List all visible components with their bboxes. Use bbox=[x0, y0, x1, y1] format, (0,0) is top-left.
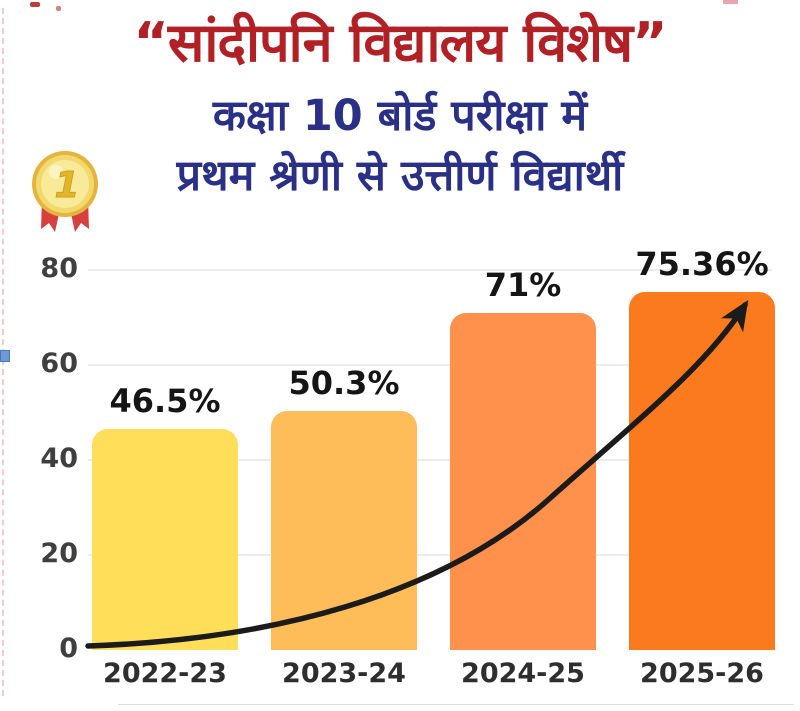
x-axis-label-2022-23: 2022-23 bbox=[103, 658, 227, 689]
left-edge-blue-handle bbox=[0, 350, 10, 362]
value-label-2025-26: 75.36% bbox=[635, 245, 769, 284]
bottom-divider-line bbox=[118, 704, 794, 705]
gold-medal-icon: 1 bbox=[32, 151, 98, 232]
y-axis-tick-40: 40 bbox=[40, 443, 78, 474]
value-label-2024-25: 71% bbox=[484, 265, 562, 304]
bar-2025-26 bbox=[629, 292, 775, 650]
y-axis-tick-60: 60 bbox=[40, 348, 78, 379]
top-edge-pink-mark bbox=[723, 0, 738, 4]
bar-2022-23 bbox=[92, 429, 238, 650]
value-label-2022-23: 46.5% bbox=[109, 382, 221, 421]
top-edge-red-dot bbox=[56, 6, 61, 11]
page-title: “सांदीपनि विद्यालय विशेष” bbox=[133, 11, 667, 74]
y-axis-tick-0: 0 bbox=[59, 633, 78, 664]
top-edge-red-mark bbox=[30, 2, 40, 7]
x-axis-label-2023-24: 2023-24 bbox=[282, 658, 406, 689]
y-axis-tick-80: 80 bbox=[40, 253, 78, 284]
page-subtitle-line2: प्रथम श्रेणी से उत्तीर्ण विद्यार्थी bbox=[176, 151, 624, 201]
page-subtitle-line1: कक्षा 10 बोर्ड परीक्षा में bbox=[212, 91, 588, 141]
medal-number: 1 bbox=[54, 165, 79, 206]
y-axis-tick-20: 20 bbox=[40, 538, 78, 569]
bar-2023-24 bbox=[271, 411, 417, 650]
bar-2024-25 bbox=[450, 312, 596, 650]
x-axis-label-2024-25: 2024-25 bbox=[461, 658, 585, 689]
gridline-80 bbox=[88, 269, 772, 271]
value-label-2023-24: 50.3% bbox=[288, 364, 400, 403]
x-axis-label-2025-26: 2025-26 bbox=[640, 658, 764, 689]
